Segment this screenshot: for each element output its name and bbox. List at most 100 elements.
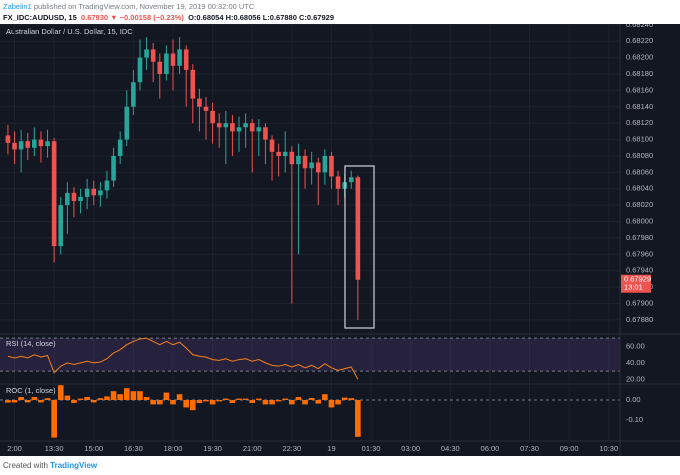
roc-bar	[137, 391, 143, 400]
chart-title: Australian Dollar / U.S. Dollar, 15, IDC	[6, 27, 133, 36]
candle-body	[144, 49, 149, 58]
pane-title: ROC (1, close)	[6, 386, 56, 395]
y-tick-label: 0.68140	[626, 102, 653, 111]
candle-body	[71, 192, 77, 202]
roc-bar	[104, 396, 110, 400]
candle-body	[216, 123, 222, 128]
candle-body	[137, 57, 143, 83]
candle-body	[18, 141, 24, 150]
candle-body	[124, 106, 130, 140]
candle-body	[78, 196, 83, 202]
roc-bar	[308, 398, 315, 400]
brand[interactable]: TradingView	[50, 461, 98, 470]
rsi-line	[7, 337, 359, 380]
author[interactable]: Zabelin1	[3, 2, 32, 11]
roc-bar	[302, 400, 308, 405]
candle-body	[210, 110, 215, 124]
roc-bar	[209, 400, 216, 405]
footer-text: Created with	[3, 461, 48, 470]
candle-body	[243, 123, 248, 128]
y-tick-label: 0.67880	[626, 315, 653, 324]
candle-body	[32, 139, 37, 148]
roc-bar	[84, 397, 90, 400]
y-tick-label: 0.68020	[626, 200, 653, 209]
candle-body	[157, 61, 163, 74]
roc-bar	[348, 398, 355, 400]
candle-body	[197, 98, 202, 107]
roc-bar	[282, 398, 289, 400]
candle-body	[190, 69, 196, 99]
y-tick-label: 60.00	[626, 341, 645, 350]
y-tick-label: 0.68200	[626, 53, 653, 62]
y-tick-label: 0.68240	[626, 24, 653, 29]
last-price: 0.67930	[80, 13, 109, 22]
candle-body	[45, 141, 50, 147]
candle-body	[91, 188, 97, 196]
x-tick-label: 19	[327, 444, 335, 453]
last-price-label: 0.67929	[624, 275, 651, 284]
x-tick-label: 07:30	[520, 444, 539, 453]
roc-bar	[90, 400, 97, 403]
candle-body	[58, 205, 64, 247]
countdown: 13:01	[624, 283, 643, 292]
roc-bar	[150, 400, 156, 405]
roc-bar	[203, 400, 209, 402]
candle-body	[38, 139, 44, 147]
x-tick-label: 22:30	[282, 444, 301, 453]
candle-body	[302, 155, 308, 169]
roc-bar	[77, 398, 84, 400]
x-tick-label: 01:30	[362, 444, 381, 453]
candle-body	[131, 82, 136, 107]
candle-body	[117, 139, 123, 156]
roc-bar	[242, 398, 249, 400]
candle-body	[276, 151, 281, 156]
roc-bar	[31, 397, 38, 400]
y-tick-label: 0.68040	[626, 184, 653, 193]
roc-bar	[163, 392, 170, 400]
candle-body	[150, 49, 156, 62]
candle-body	[322, 155, 328, 173]
candle-body	[104, 180, 110, 191]
roc-bar	[341, 397, 348, 400]
candle-body	[177, 49, 182, 66]
roc-bar	[156, 400, 163, 405]
candle-body	[256, 127, 262, 132]
roc-bar	[236, 398, 242, 400]
roc-bar	[355, 400, 361, 437]
roc-bar	[256, 398, 262, 400]
candle-body	[269, 139, 275, 152]
candle-body	[335, 176, 341, 189]
roc-bar	[57, 385, 64, 400]
roc-bar	[183, 400, 189, 408]
y-tick-label: 0.68120	[626, 118, 653, 127]
roc-bar	[44, 398, 51, 400]
candle-body	[65, 192, 70, 206]
roc-bar	[97, 398, 104, 400]
roc-bar	[335, 400, 341, 405]
candle-body	[111, 155, 116, 181]
candle-body	[223, 123, 229, 128]
roc-bar	[110, 391, 117, 400]
roc-bar	[38, 400, 44, 403]
candle-body	[98, 190, 103, 196]
y-tick-label: 0.00	[626, 395, 641, 404]
pane-title: RSI (14, close)	[6, 339, 56, 348]
roc-bar	[51, 400, 57, 438]
candle-body	[249, 123, 255, 132]
candle-body	[355, 177, 361, 280]
change: ▼ −0.00158 (−0.23%)	[110, 13, 184, 22]
y-tick-label: 0.68220	[626, 36, 653, 45]
candle-body	[348, 177, 354, 183]
y-tick-label: 0.67900	[626, 298, 653, 307]
x-tick-label: 03:00	[401, 444, 420, 453]
y-tick-label: 0.68100	[626, 135, 653, 144]
roc-bar	[322, 394, 328, 400]
roc-bar	[229, 400, 236, 403]
x-tick-label: 19:30	[203, 444, 222, 453]
x-tick-label: 16:30	[124, 444, 143, 453]
roc-bar	[123, 388, 130, 400]
roc-bar	[315, 400, 322, 404]
publish-line: Zabelin1 published on TradingView.com, N…	[3, 2, 254, 11]
candle-body	[5, 135, 11, 143]
